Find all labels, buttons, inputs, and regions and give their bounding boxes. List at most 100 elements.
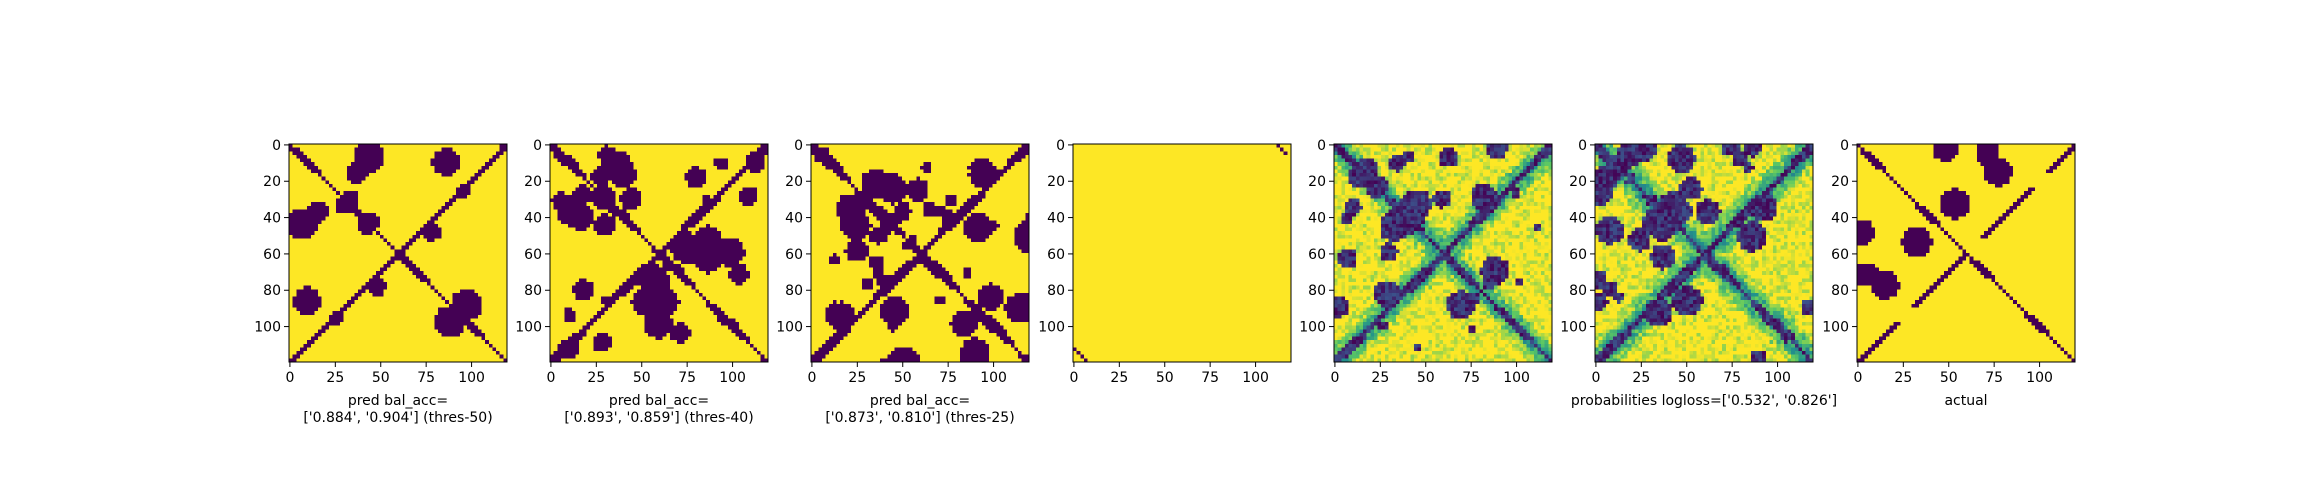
heatmap-cell [402,224,406,228]
heatmap-cell [405,311,409,315]
heatmap-cell [445,191,449,195]
heatmap-cell [304,260,308,264]
heatmap-cell [438,180,442,184]
heatmap-cell [329,213,333,217]
heatmap-cell [601,213,605,217]
heatmap-cell [478,195,482,199]
heatmap-cell [496,166,500,170]
heatmap-cell [710,148,714,152]
heatmap-cell [344,351,348,355]
heatmap-cell [482,148,486,152]
heatmap-cell [706,144,710,148]
heatmap-cell [365,195,369,199]
heatmap-cell [438,344,442,348]
heatmap-cell [398,188,402,192]
heatmap-cell [460,260,464,264]
heatmap-cell [496,268,500,272]
heatmap-cell [699,184,703,188]
heatmap-cell [438,311,442,315]
heatmap-cell [478,173,482,177]
heatmap-cell [630,173,634,177]
heatmap-cell [423,344,427,348]
heatmap-cell [467,148,471,152]
heatmap-cell [344,173,348,177]
heatmap-cell [398,202,402,206]
heatmap-cell [496,355,500,359]
heatmap-cell [445,228,449,232]
heatmap-cell [311,326,315,330]
heatmap-cell [482,300,486,304]
heatmap-cell [333,264,337,268]
heatmap-cell [438,159,442,163]
heatmap-cell [434,155,438,159]
heatmap-cell [358,300,362,304]
heatmap-cell [453,231,457,235]
heatmap-cell [434,293,438,297]
heatmap-cell [398,220,402,224]
heatmap-cell [724,155,728,159]
heatmap-cell [376,209,380,213]
heatmap-cell [413,191,417,195]
heatmap-cell [699,213,703,217]
heatmap-cell [438,166,442,170]
heatmap-cell [561,151,565,155]
heatmap-cell [492,340,496,344]
heatmap-cell [579,169,583,173]
heatmap-cell [681,188,685,192]
heatmap-cell [442,173,446,177]
heatmap-cell [340,242,344,246]
heatmap-cell [449,173,453,177]
heatmap-cell [311,217,315,221]
heatmap-cell [369,308,373,312]
heatmap-cell [373,264,377,268]
heatmap-cell [296,177,300,181]
heatmap-cell [434,184,438,188]
heatmap-cell [336,199,340,203]
heatmap-cell [619,173,623,177]
heatmap-cell [597,151,601,155]
heatmap-cell [405,300,409,304]
heatmap-cell [347,177,351,181]
heatmap-cell [630,202,634,206]
heatmap-cell [442,151,446,155]
heatmap-cell [300,195,304,199]
heatmap-cell [300,177,304,181]
heatmap-cell [471,315,475,319]
heatmap-cell [383,148,387,152]
heatmap-cell [322,231,326,235]
heatmap-cell [485,347,489,351]
heatmap-cell [347,166,351,170]
heatmap-cell [485,188,489,192]
heatmap-cell [329,202,333,206]
heatmap-cell [333,224,337,228]
heatmap-cell [641,144,645,148]
heatmap-cell [304,177,308,181]
heatmap-cell [619,155,623,159]
heatmap-cell [717,209,721,213]
heatmap-cell [376,242,380,246]
heatmap-cell [434,151,438,155]
heatmap-cell [568,177,572,181]
heatmap-cell [423,337,427,341]
heatmap-cell [365,268,369,272]
heatmap-cell [474,177,478,181]
heatmap-cell [398,253,402,257]
heatmap-cell [594,148,598,152]
heatmap-cell [289,308,293,312]
heatmap-cell [423,191,427,195]
heatmap-cell [634,188,638,192]
heatmap-cell [456,206,460,210]
heatmap-cell [753,184,757,188]
heatmap-cell [434,166,438,170]
heatmap-cell [724,151,728,155]
heatmap-cell [336,293,340,297]
heatmap-cell [300,304,304,308]
heatmap-cell [307,293,311,297]
heatmap-cell [460,148,464,152]
heatmap-cell [670,159,674,163]
heatmap-cell [296,169,300,173]
heatmap-cell [347,162,351,166]
heatmap-cell [619,180,623,184]
heatmap-cell [474,257,478,261]
heatmap-cell [641,188,645,192]
